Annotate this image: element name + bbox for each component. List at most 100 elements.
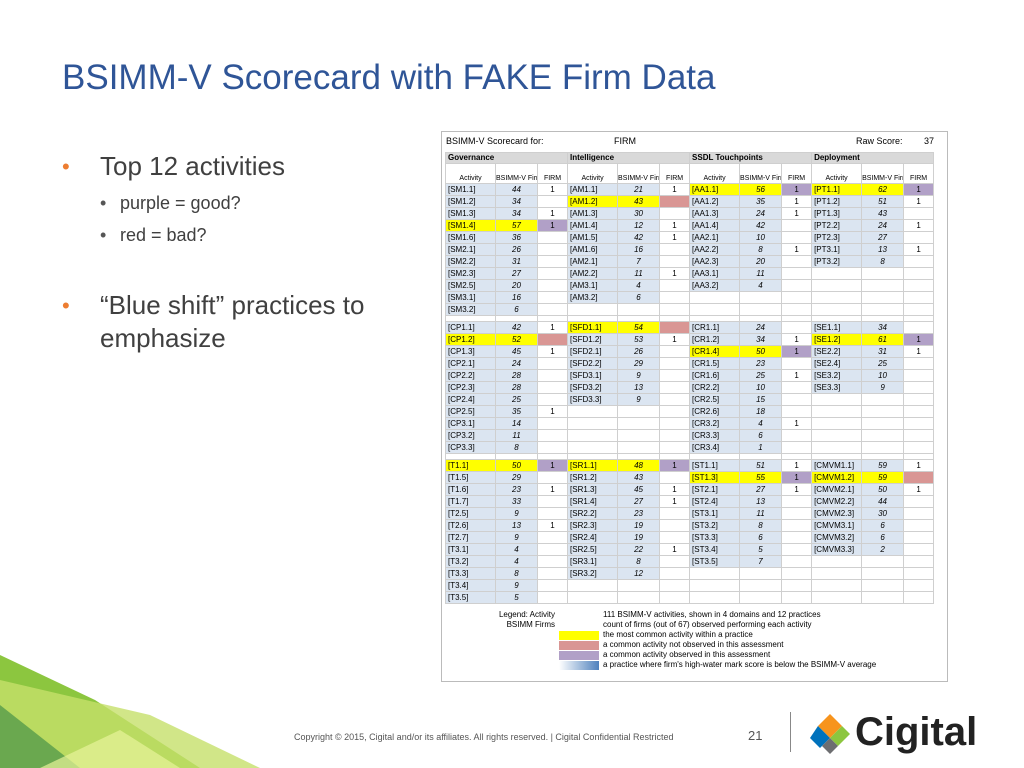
firm-cell: 1 [536, 483, 569, 496]
activity-cell: [T1.7] [445, 495, 496, 508]
legend-row: a practice where firm's high-water mark … [445, 660, 944, 670]
activity-cell: [CMVM1.2] [811, 471, 863, 484]
table-row: [CP3.3] 8 [CR3.4] 1 [445, 441, 935, 454]
activity-cell: [AM1.6] [567, 243, 619, 256]
activity-cell: [T2.5] [445, 507, 496, 520]
firms-count-cell: 9 [495, 531, 538, 544]
table-row: [CP3.1] 14 [CR3.2] 4 1 [445, 417, 935, 430]
activity-cell: [SFD3.1] [567, 369, 619, 382]
activity-cell: [SM2.3] [445, 267, 496, 280]
empty-cell [861, 441, 905, 454]
firm-cell [536, 417, 569, 430]
activity-cell: [CR3.2] [689, 417, 741, 430]
activity-cell: [SFD3.2] [567, 381, 619, 394]
bullet-item: • “Blue shift” practices to emphasize [62, 290, 365, 353]
empty-cell [781, 303, 813, 316]
firms-count-cell: 13 [495, 519, 538, 532]
legend-text: 111 BSIMM-V activities, shown in 4 domai… [603, 610, 821, 619]
activity-cell: [CMVM3.1] [811, 519, 863, 532]
legend-row: BSIMM Firms count of firms (out of 67) ob… [445, 620, 944, 630]
firms-count-cell: 11 [617, 267, 661, 280]
firm-cell [781, 393, 813, 406]
table-row: [T1.6] 23 1 [SR1.3] 45 1 [ST2.1] 27 1 [CMVM2.1] 50… [445, 483, 935, 496]
activity-cell: [SR3.1] [567, 555, 619, 568]
firm-cell [536, 333, 569, 346]
empty-cell [903, 291, 935, 304]
column-header: FIRM [903, 163, 935, 184]
activity-cell: [AA3.1] [689, 267, 741, 280]
firms-count-cell: 10 [739, 231, 783, 244]
activity-cell: [AM1.4] [567, 219, 619, 232]
firm-cell: 1 [781, 243, 813, 256]
activity-cell: [SFD2.1] [567, 345, 619, 358]
activity-cell: [SM1.3] [445, 207, 496, 220]
firm-cell: 1 [659, 543, 691, 556]
column-header: BSIMM-V Firms [861, 163, 905, 184]
firms-count-cell: 43 [617, 195, 661, 208]
firm-cell [903, 531, 935, 544]
table-row: [SM1.4] 57 1 [AM1.4] 12 1 [AA1.4] 42 [PT2.2] 24 1 [445, 219, 935, 232]
activity-cell: [SM1.1] [445, 183, 496, 196]
activity-cell: [SFD3.3] [567, 393, 619, 406]
firms-count-cell: 6 [861, 519, 905, 532]
activity-cell: [SM2.1] [445, 243, 496, 256]
raw-score-value: 37 [924, 136, 935, 146]
column-header: FIRM [659, 163, 691, 184]
firm-cell: 1 [781, 483, 813, 496]
firm-cell [659, 195, 691, 208]
activity-cell: [SFD1.1] [567, 321, 619, 334]
activity-cell: [CP1.1] [445, 321, 496, 334]
empty-cell [903, 555, 935, 568]
firm-cell [659, 291, 691, 304]
activity-cell: [AA1.2] [689, 195, 741, 208]
table-row: [CP2.3] 28 [SFD3.2] 13 [CR2.2] 10 [SE3.3] 9 [445, 381, 935, 394]
firm-cell [903, 507, 935, 520]
firm-cell [903, 357, 935, 370]
firms-count-cell: 27 [739, 483, 783, 496]
firms-count-cell: 34 [495, 207, 538, 220]
empty-cell [861, 555, 905, 568]
activity-cell: [CP3.3] [445, 441, 496, 454]
firms-count-cell: 11 [495, 429, 538, 442]
firm-cell [536, 531, 569, 544]
activity-cell: [CMVM2.3] [811, 507, 863, 520]
firms-count-cell: 24 [739, 207, 783, 220]
empty-cell [811, 429, 863, 442]
scorecard-legend: Legend: Activity 111 BSIMM-V activities, … [445, 610, 944, 670]
activity-cell: [ST3.4] [689, 543, 741, 556]
activity-cell: [CR1.4] [689, 345, 741, 358]
activity-cell: [T1.5] [445, 471, 496, 484]
firms-count-cell: 16 [617, 243, 661, 256]
firms-count-cell: 24 [495, 357, 538, 370]
legend-text: a practice where firm's high-water mark … [603, 660, 877, 669]
activity-cell: [SR2.2] [567, 507, 619, 520]
firms-count-cell: 51 [739, 459, 783, 472]
firms-count-cell: 26 [495, 243, 538, 256]
empty-cell [903, 405, 935, 418]
firms-count-cell: 11 [739, 267, 783, 280]
firms-count-cell: 55 [739, 471, 783, 484]
firms-count-cell: 25 [495, 393, 538, 406]
firm-cell: 1 [659, 267, 691, 280]
raw-score-label: Raw Score: [856, 136, 903, 146]
firms-count-cell: 50 [739, 345, 783, 358]
empty-cell [781, 291, 813, 304]
activity-cell: [SE1.1] [811, 321, 863, 334]
firms-count-cell: 42 [739, 219, 783, 232]
domain-header: Governance [444, 152, 569, 164]
firm-cell [903, 543, 935, 556]
firm-cell: 1 [659, 459, 691, 472]
firm-cell [536, 195, 569, 208]
firms-count-cell: 52 [495, 333, 538, 346]
firms-count-cell: 13 [861, 243, 905, 256]
firm-cell: 1 [536, 459, 569, 472]
activity-cell: [CR3.3] [689, 429, 741, 442]
activity-cell: [PT2.2] [811, 219, 863, 232]
firm-cell: 1 [536, 183, 569, 196]
firm-cell: 1 [903, 195, 935, 208]
firm-cell [903, 381, 935, 394]
activity-cell: [T1.1] [445, 459, 496, 472]
domain-header: Deployment [811, 152, 935, 164]
empty-cell [567, 303, 619, 316]
firms-count-cell: 31 [861, 345, 905, 358]
